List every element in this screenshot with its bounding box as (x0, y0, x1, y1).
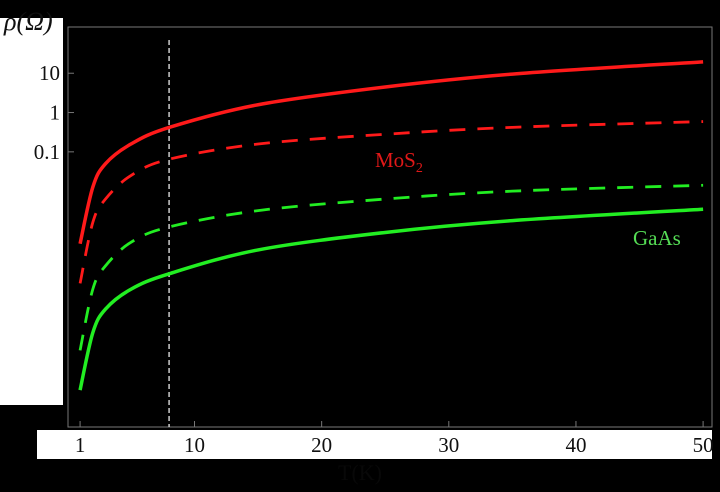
y-tick-label: 0.1 (34, 140, 60, 164)
x-tick-label-panel (37, 430, 712, 459)
y-tick-label: 10 (39, 61, 60, 85)
x-tick-label: 30 (438, 433, 459, 457)
series-gaas-dashed-line (78, 183, 704, 351)
series-mos2-dashed-line (78, 120, 704, 284)
x-tick-label: 10 (184, 433, 205, 457)
y-axis-label: ρ(Ω) (3, 7, 53, 36)
x-tick-label: 50 (693, 433, 714, 457)
series-gaas-solid-line (78, 207, 704, 391)
y-tick-label: 1 (50, 101, 61, 125)
x-tick-label: 40 (565, 433, 586, 457)
x-tick-label: 20 (311, 433, 332, 457)
annotation-gaas: GaAs (633, 226, 681, 250)
plot-frame (67, 26, 713, 428)
x-axis-label: T(K) (338, 460, 382, 485)
y-tick-label-panel (0, 18, 63, 405)
series-mos2-solid-line (78, 60, 704, 245)
annotation-mos2: MoS2 (375, 148, 423, 176)
x-tick-label: 1 (75, 433, 86, 457)
